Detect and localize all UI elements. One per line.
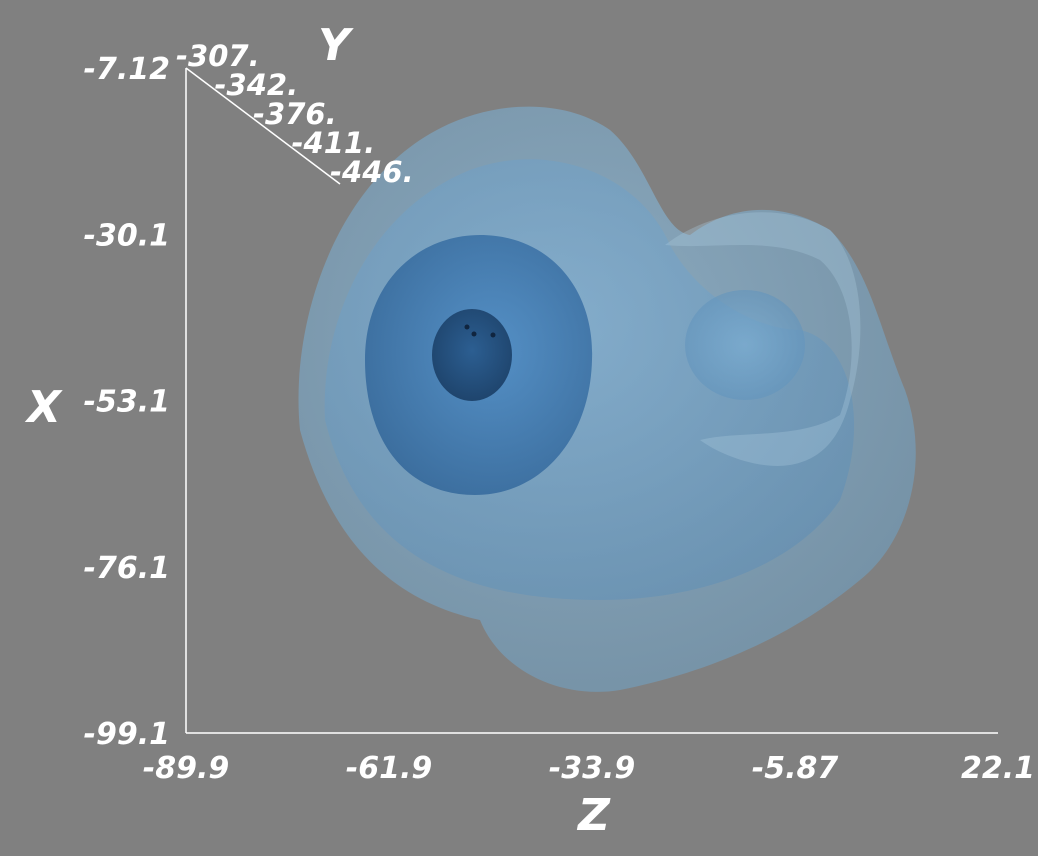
isosurface-side-lobe xyxy=(685,290,805,400)
axes xyxy=(185,67,998,734)
x-axis-tick-label: -7.12 xyxy=(84,52,170,87)
x-axis-tick-label: -53.1 xyxy=(84,385,170,420)
core-point xyxy=(471,331,477,337)
z-axis-tick-label: -5.87 xyxy=(752,751,839,786)
x-axis-title: X xyxy=(24,382,63,433)
isosurface-volume xyxy=(298,106,916,692)
axis-labels: X Y Z xyxy=(24,20,611,841)
z-axis-tick-label: -89.9 xyxy=(143,751,229,786)
isosurface-ridge xyxy=(665,212,861,466)
x-axis-tick-label: -99.1 xyxy=(84,717,170,752)
x-axis-tick-label: -30.1 xyxy=(84,218,170,253)
core-point xyxy=(464,324,470,330)
z-axis-tick-label: -33.9 xyxy=(549,751,635,786)
axis-ticks: -7.12 -30.1 -53.1 -76.1 -99.1-89.9 -61.9 -33.9… xyxy=(84,39,1036,786)
core-point xyxy=(490,332,496,338)
x-axis-tick-label: -76.1 xyxy=(84,551,170,586)
y-axis-tick-label: -376. xyxy=(253,97,337,131)
z-axis-tick-label: -61.9 xyxy=(346,751,432,786)
y-axis-tick-label: -446. xyxy=(330,155,414,189)
y-axis-tick-label: -342. xyxy=(215,68,299,102)
y-axis-line xyxy=(185,67,341,185)
isosurface-core xyxy=(432,309,512,401)
y-axis-tick-label: -307. xyxy=(176,39,260,73)
z-axis-tick-label: 22.1 xyxy=(961,751,1035,786)
z-axis-title: Z xyxy=(576,790,611,841)
y-axis-title: Y xyxy=(318,20,354,71)
y-axis-tick-label: -411. xyxy=(292,126,376,160)
